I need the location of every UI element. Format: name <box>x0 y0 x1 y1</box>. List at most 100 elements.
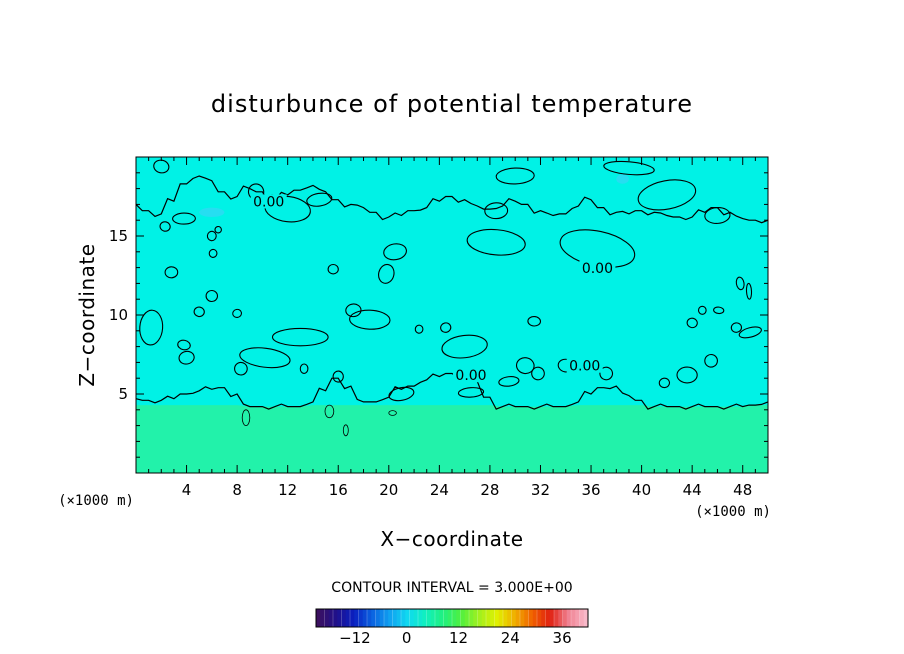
colorbar-swatch <box>316 609 321 627</box>
contour-blob <box>299 363 309 374</box>
colorbar-swatch <box>507 609 512 627</box>
contour-blob <box>234 361 248 376</box>
y-axis-label: Z−coordinate <box>75 243 99 386</box>
colorbar-swatch <box>337 609 342 627</box>
x-tick-label: 12 <box>278 481 297 499</box>
colorbar-swatch <box>460 609 466 627</box>
contour-blob <box>498 376 520 387</box>
contour-blob <box>239 347 291 369</box>
colorbar-tick-label: 12 <box>449 629 468 647</box>
contour-blob <box>232 308 243 318</box>
colorbar-swatch <box>477 609 483 627</box>
contour-blob <box>730 322 743 333</box>
colorbar-swatch <box>384 609 389 627</box>
contour-blob <box>658 377 671 389</box>
colorbar-swatch <box>524 609 529 627</box>
colorbar-swatch <box>473 609 478 627</box>
contour-interval-note: CONTOUR INTERVAL = 3.000E+00 <box>331 580 572 596</box>
contour-blob <box>676 366 698 384</box>
y-tick-label: 10 <box>109 306 128 324</box>
colorbar-swatch <box>456 609 461 627</box>
contour-blob <box>178 350 195 365</box>
colorbar-swatch <box>549 609 555 627</box>
colorbar-swatch <box>354 609 359 627</box>
colorbar-swatch <box>413 609 419 627</box>
colorbar-swatch <box>575 609 580 627</box>
x-tick-label: 28 <box>480 481 499 499</box>
contour-blob <box>515 357 535 375</box>
colorbar-swatch <box>409 609 415 627</box>
contour-blob <box>271 327 329 347</box>
colorbar-swatch <box>571 609 576 627</box>
contour-blob <box>208 248 218 258</box>
contour-label: 0.00 <box>455 368 486 384</box>
colorbar-tick-label: 24 <box>501 629 520 647</box>
contour-blob <box>713 306 725 315</box>
contour-blob <box>159 221 171 232</box>
colorbar-swatch <box>362 609 368 627</box>
contour-blob <box>153 159 170 174</box>
colorbar-swatch <box>430 609 436 627</box>
contour-label: 0.00 <box>569 359 600 375</box>
colorbar-swatch <box>498 609 504 627</box>
contour-blob <box>637 179 697 211</box>
colorbar-swatch <box>511 609 517 627</box>
contour-label-bg <box>453 368 489 383</box>
colorbar-swatch <box>464 609 470 627</box>
colorbar-swatch <box>443 609 449 627</box>
x-tick-label: 8 <box>232 481 242 499</box>
contour-blob <box>441 334 488 359</box>
contour-label-bg <box>579 260 616 275</box>
colorbar-swatch <box>396 609 402 627</box>
contour-label: 0.00 <box>253 194 284 210</box>
contour-line-lower <box>135 372 769 410</box>
colorbar-swatch <box>528 609 534 627</box>
colorbar-swatch <box>388 609 393 627</box>
contour-blob <box>440 322 452 333</box>
contour-blob <box>738 326 762 339</box>
colorbar-swatch <box>545 609 551 627</box>
contour-blob <box>603 160 655 176</box>
colorbar-swatch <box>379 609 385 627</box>
contour-blob-lower <box>388 410 397 416</box>
contour-blob <box>414 324 424 334</box>
contour-blob <box>327 263 339 275</box>
contour-blob <box>205 289 219 303</box>
colorbar-swatch <box>537 609 542 627</box>
colorbar-swatch <box>566 609 572 627</box>
contour-blob <box>164 266 179 279</box>
x-tick-label: 44 <box>683 481 702 499</box>
field-lower-fill <box>136 405 768 473</box>
contour-blob <box>206 230 217 242</box>
contour-blob <box>484 202 509 220</box>
colorbar-tick-label: −12 <box>339 629 371 647</box>
contour-blob <box>332 370 344 383</box>
x-axis-label: X−coordinate <box>380 527 523 551</box>
contour-blob <box>349 309 391 330</box>
y-axis: 5 10 15 <box>109 172 768 458</box>
contour-line-upper <box>135 175 769 224</box>
colorbar-swatch <box>486 609 491 627</box>
colorbar-swatch <box>562 609 568 627</box>
y-axis-unit: (×1000 m) <box>58 493 134 509</box>
colorbar-swatch <box>371 609 376 627</box>
colorbar-swatch <box>520 609 525 627</box>
contour-blob-lower <box>324 404 335 419</box>
contour-blob <box>193 306 205 318</box>
x-tick-label: 32 <box>531 481 550 499</box>
contour-blob-lower <box>241 409 251 427</box>
contour-blob <box>704 207 731 224</box>
x-tick-label: 24 <box>430 481 449 499</box>
x-axis: 4 8 12 16 20 24 28 32 36 40 44 48 <box>148 157 756 499</box>
contour-label-bg <box>566 358 603 373</box>
chart-title: disturbunce of potential temperature <box>211 90 693 118</box>
colorbar-swatch <box>392 609 398 627</box>
colorbar-tick-label: 0 <box>402 629 412 647</box>
contour-blob <box>388 386 415 402</box>
colorbar-swatch <box>324 609 330 627</box>
colorbar-swatch <box>418 609 423 627</box>
colorbar-swatch <box>367 609 372 627</box>
contour-label-bg <box>250 194 287 209</box>
colorbar-swatch <box>426 609 432 627</box>
x-tick-label: 40 <box>632 481 651 499</box>
